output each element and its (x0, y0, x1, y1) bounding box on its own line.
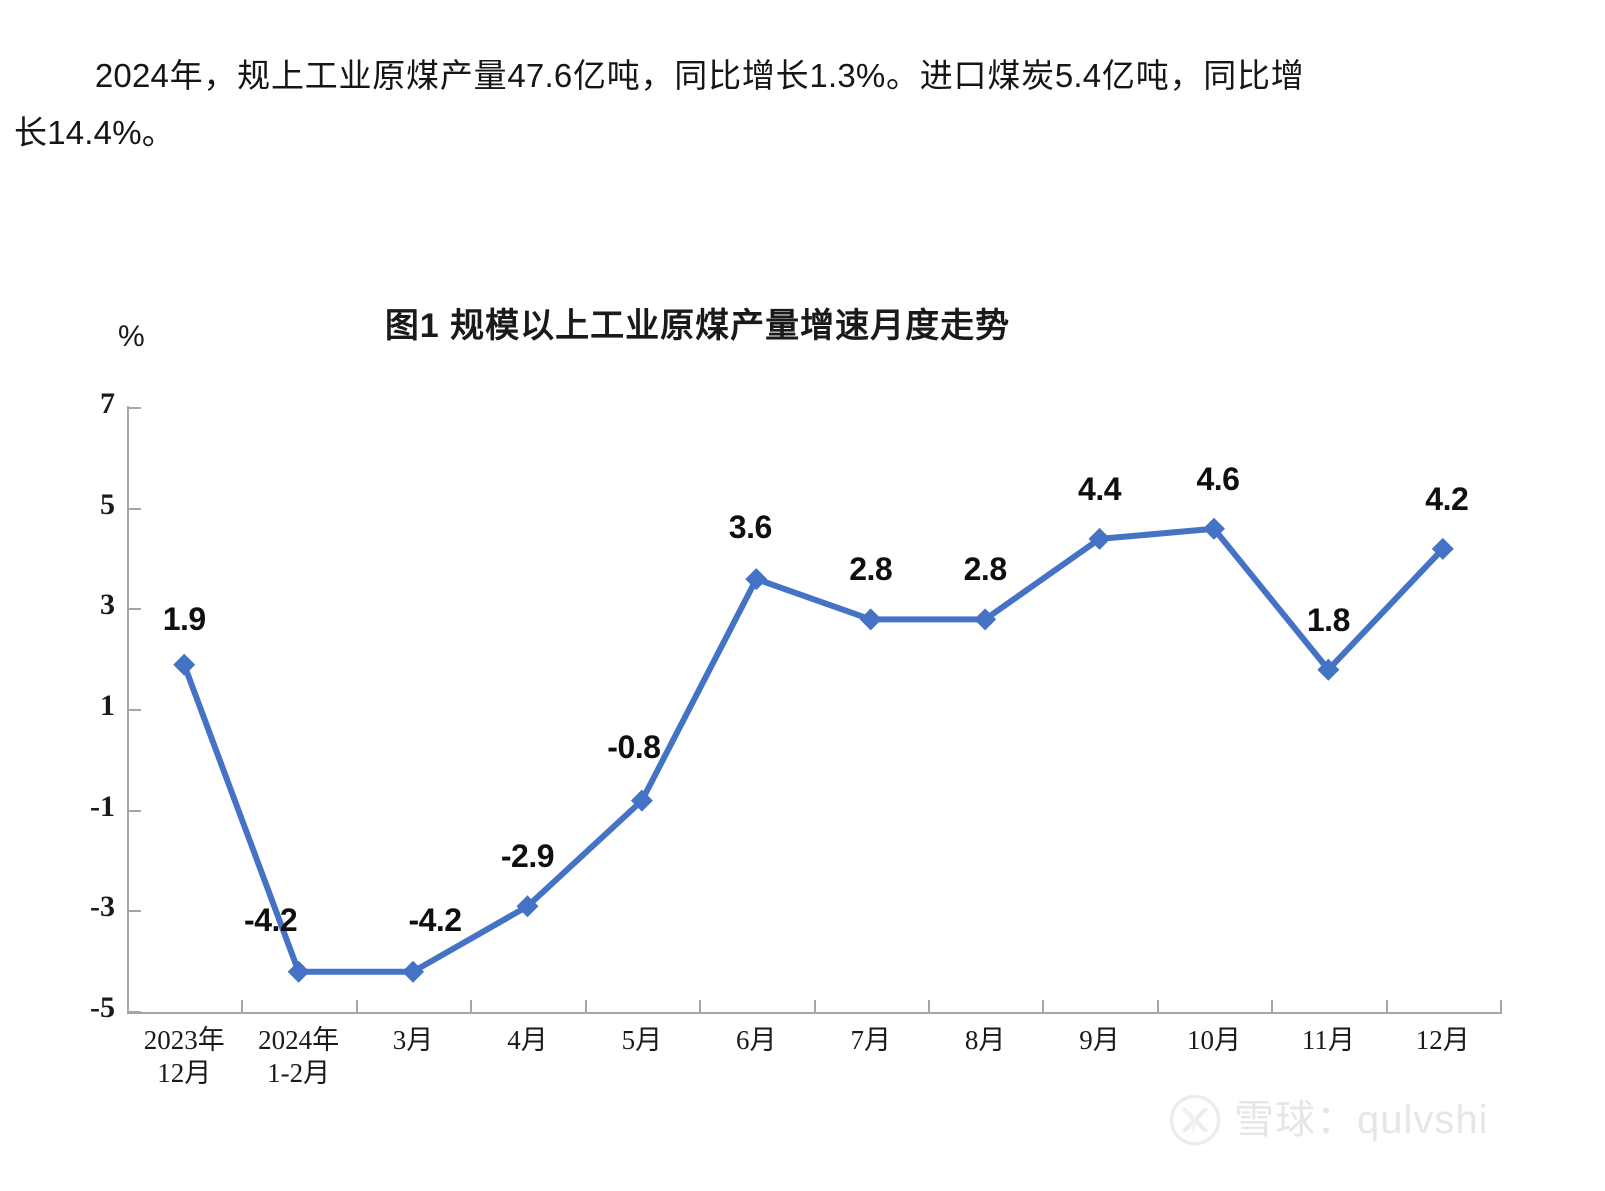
x-tick (241, 1000, 244, 1012)
watermark-text: 雪球：qulvshi (1234, 1098, 1489, 1142)
data-point-label: 3.6 (728, 509, 772, 546)
data-point-marker[interactable] (1088, 527, 1111, 550)
data-point-label: 4.2 (1425, 480, 1469, 517)
y-tick (129, 608, 141, 611)
y-tick (129, 910, 141, 913)
y-tick (129, 407, 141, 409)
x-tick-label: 3月 (392, 1025, 434, 1055)
y-tick-label: -1 (90, 789, 115, 823)
x-tick-label: 12月 (1415, 1025, 1470, 1055)
y-tick-label: -5 (90, 991, 115, 1024)
series-line (181, 525, 1446, 975)
x-tick (1156, 1000, 1159, 1012)
x-tick (127, 1000, 129, 1012)
x-axis-line (127, 1012, 1502, 1014)
data-point-marker[interactable] (1431, 537, 1454, 560)
x-tick-label: 9月 (1079, 1025, 1120, 1055)
y-tick-label: 7 (100, 387, 115, 420)
x-tick-label: 8月 (964, 1025, 1006, 1055)
data-point-label: 2.8 (849, 551, 893, 588)
x-tick-label: 6月 (736, 1025, 777, 1055)
watermark: 雪球：qulvshi (1168, 1093, 1489, 1147)
x-tick-label: 10月 (1186, 1025, 1241, 1055)
coal-output-growth-line-series (173, 517, 1454, 983)
y-tick (129, 1011, 141, 1013)
y-tick-label: 5 (100, 487, 115, 521)
chart-figure: 图1 规模以上工业原煤产量增速月度走势 % 7 5 3 1 -1 -3 -5 2023年 1… (0, 280, 1605, 1110)
data-point-label: 4.4 (1078, 470, 1122, 507)
x-tick-label: 11月 (1301, 1025, 1355, 1055)
data-point-marker[interactable] (1202, 517, 1225, 540)
x-tick-label: 7月 (850, 1025, 891, 1055)
y-tick (129, 709, 141, 711)
data-point-marker[interactable] (630, 789, 653, 812)
data-point-marker[interactable] (287, 960, 310, 983)
y-tick (129, 809, 141, 812)
x-tick-label: 4月 (507, 1025, 548, 1055)
x-tick (470, 1000, 473, 1012)
x-tick (1271, 1000, 1274, 1012)
data-point-marker[interactable] (516, 895, 539, 918)
x-tick (355, 1000, 358, 1012)
x-tick-label: 2024年 1-2月 (258, 1025, 340, 1088)
data-point-label: 4.6 (1196, 460, 1240, 497)
xueqiu-logo-icon (1169, 1094, 1221, 1146)
data-point-label: 1.9 (162, 600, 206, 637)
data-point-marker[interactable] (974, 608, 997, 631)
data-point-marker[interactable] (173, 653, 196, 676)
x-tick-label: 2023年 12月 (143, 1025, 225, 1088)
x-tick (584, 1000, 587, 1012)
x-tick-label: 5月 (621, 1025, 663, 1055)
data-point-label: -4.2 (244, 901, 298, 938)
x-tick (813, 1000, 816, 1012)
x-tick (927, 1000, 930, 1012)
chart-title: 图1 规模以上工业原煤产量增速月度走势 (384, 307, 1011, 345)
y-tick-label: 1 (100, 689, 115, 722)
x-tick (1385, 1000, 1388, 1012)
data-point-marker[interactable] (1317, 658, 1340, 681)
y-axis-line (127, 406, 129, 1014)
data-point-label: -0.8 (607, 728, 661, 765)
data-point-marker[interactable] (402, 960, 425, 983)
y-tick-label: -3 (90, 890, 115, 924)
data-point-label: -2.9 (500, 838, 555, 875)
y-axis-unit-label: % (118, 320, 145, 353)
y-tick-label: 3 (100, 588, 115, 622)
data-point-marker[interactable] (745, 568, 768, 591)
data-point-label: -4.2 (408, 901, 462, 938)
x-tick (1500, 1000, 1502, 1012)
intro-paragraph: 2024年，规上工业原煤产量47.6亿吨，同比增长1.3%。进口煤炭5.4亿吨，… (14, 57, 1304, 151)
y-tick (129, 507, 141, 510)
x-tick (1042, 1000, 1045, 1012)
x-tick (699, 1000, 702, 1012)
data-point-label: 2.8 (963, 551, 1007, 588)
data-point-marker[interactable] (859, 608, 882, 631)
data-point-label: 1.8 (1306, 601, 1350, 638)
